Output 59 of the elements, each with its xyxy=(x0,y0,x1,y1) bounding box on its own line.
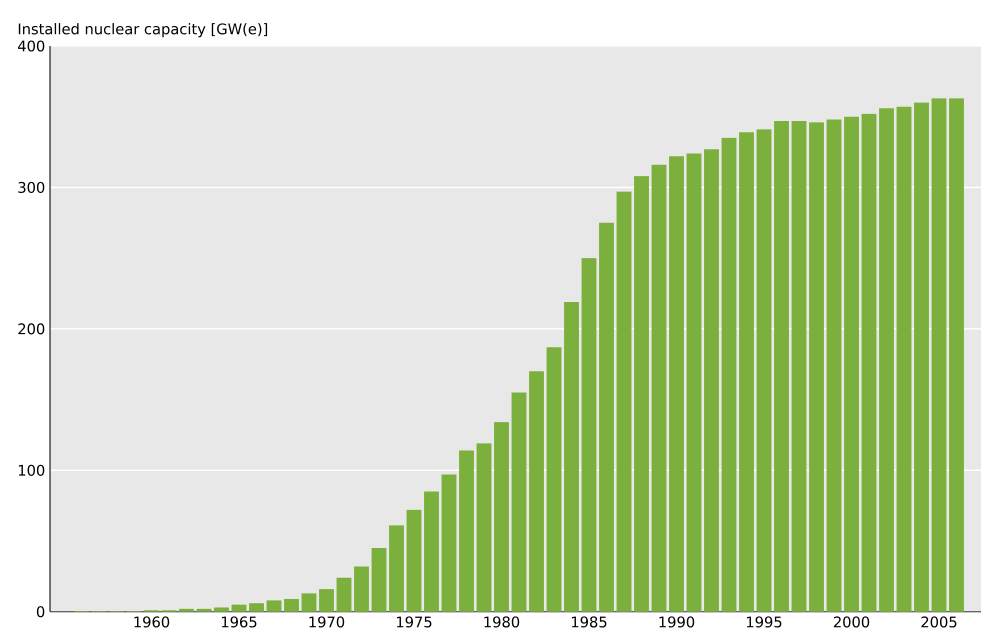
y-tick-label: 0 xyxy=(36,606,44,618)
bar xyxy=(459,450,474,612)
bar xyxy=(686,153,702,612)
y-axis-title: Installed nuclear capacity [GW(e)] xyxy=(18,23,268,38)
bar xyxy=(302,593,316,612)
x-tick-label: 2005 xyxy=(921,616,956,628)
x-tick-label: 1975 xyxy=(396,616,432,628)
bar xyxy=(634,176,649,612)
bar xyxy=(722,138,736,612)
bar xyxy=(424,491,439,612)
x-tick-label: 1985 xyxy=(572,616,606,628)
bar xyxy=(616,192,632,612)
bar xyxy=(354,566,369,612)
bar xyxy=(704,149,719,612)
bar xyxy=(564,302,579,612)
bar xyxy=(896,106,912,612)
x-tick-label: 1965 xyxy=(222,616,256,628)
x-tick-label: 1960 xyxy=(134,616,170,628)
y-tick-label: 200 xyxy=(18,323,44,334)
bar xyxy=(582,258,596,612)
bar xyxy=(512,392,526,612)
bar xyxy=(284,598,299,612)
bar xyxy=(372,548,386,612)
x-tick-label: 1980 xyxy=(484,616,520,628)
bar xyxy=(879,108,894,612)
bar xyxy=(529,371,544,612)
x-tick-label: 2000 xyxy=(834,616,870,628)
y-tick-label: 400 xyxy=(18,40,44,52)
bar xyxy=(826,120,842,612)
x-tick-label: 1990 xyxy=(659,616,694,628)
bar xyxy=(862,114,876,612)
bar xyxy=(232,604,246,612)
bar xyxy=(442,474,456,612)
bar xyxy=(844,116,859,612)
bar xyxy=(669,156,684,612)
bar xyxy=(249,603,264,612)
bar xyxy=(476,443,492,612)
bar xyxy=(652,164,666,612)
x-tick-label: 1970 xyxy=(309,616,344,628)
bar xyxy=(949,98,964,612)
bar xyxy=(774,120,789,612)
bar xyxy=(319,589,334,612)
bar xyxy=(389,525,404,612)
bar xyxy=(756,129,772,612)
bar xyxy=(932,98,946,612)
bar xyxy=(214,607,229,612)
bar xyxy=(336,578,352,612)
bar xyxy=(494,422,509,612)
x-tick-label: 1995 xyxy=(746,616,782,628)
bar xyxy=(406,510,422,612)
bar xyxy=(546,347,562,612)
bar xyxy=(809,122,824,612)
bar xyxy=(792,120,806,612)
bar xyxy=(266,600,282,612)
bar xyxy=(914,102,929,612)
bar xyxy=(739,132,754,612)
y-tick-label: 300 xyxy=(18,182,44,193)
y-tick-label: 100 xyxy=(18,464,44,476)
bar xyxy=(599,222,614,612)
